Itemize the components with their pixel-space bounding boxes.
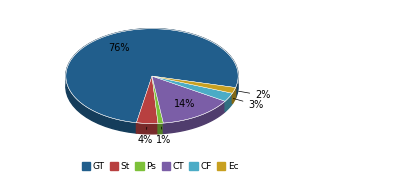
Text: 1%: 1% <box>156 127 171 145</box>
Polygon shape <box>66 29 238 133</box>
Polygon shape <box>66 29 238 123</box>
Polygon shape <box>152 76 225 123</box>
Polygon shape <box>136 123 158 134</box>
Polygon shape <box>152 76 232 101</box>
Text: 2%: 2% <box>238 90 270 100</box>
Text: 3%: 3% <box>233 98 264 110</box>
Text: 14%: 14% <box>174 99 195 109</box>
Polygon shape <box>152 76 163 123</box>
Polygon shape <box>163 101 225 133</box>
Polygon shape <box>225 93 232 112</box>
Text: 4%: 4% <box>138 127 153 145</box>
Polygon shape <box>158 123 163 134</box>
Text: 76%: 76% <box>108 43 130 53</box>
Polygon shape <box>152 76 236 93</box>
Polygon shape <box>232 88 236 104</box>
Polygon shape <box>136 76 158 124</box>
Legend: GT, St, Ps, CT, CF, Ec: GT, St, Ps, CT, CF, Ec <box>78 158 242 175</box>
